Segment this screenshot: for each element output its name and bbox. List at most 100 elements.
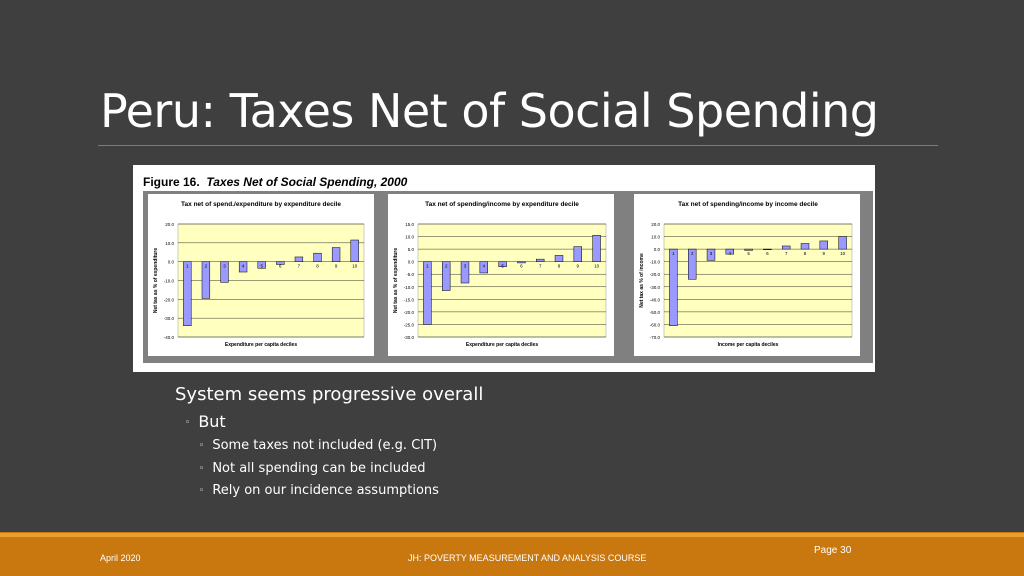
y-tick-label: 0.0 [654,247,661,252]
footer-date: April 2020 [100,553,141,563]
x-tick-label: 3 [223,264,226,269]
y-tick-label: -40.0 [164,335,175,340]
bar [592,235,601,262]
y-tick-label: -30.0 [650,285,661,290]
bar [744,248,753,251]
bar [517,261,526,264]
y-tick-label: -50.0 [650,310,661,315]
y-tick-label: -5.0 [406,272,414,277]
x-tick-label: 2 [205,264,208,269]
bullet-level3-item: ◦ Rely on our incidence assumptions [199,483,439,498]
y-tick-label: 5.0 [408,247,415,252]
bullet-list: System seems progressive overall ◦ But ◦ S… [175,384,483,498]
chart-title: Tax net of spending/income by income dec… [678,201,818,208]
y-axis-label: Net tax as % of expenditure [153,248,159,314]
bar [238,261,248,273]
bar [350,239,359,262]
chart-title: Tax net of spending/income by expenditur… [425,201,579,208]
y-tick-label: -10.0 [404,285,415,290]
x-tick-label: 2 [445,264,448,269]
x-tick-label: 4 [729,251,732,256]
bullet-marker-icon: ◦ [185,417,191,428]
x-tick-label: 4 [483,264,486,269]
x-tick-label: 1 [426,264,429,269]
y-tick-label: 10.0 [651,235,660,240]
x-tick-label: 1 [186,264,189,269]
chart-1: Tax net of spend./expenditure by expendi… [153,201,365,348]
chart-2: Tax net of spending/income by expenditur… [393,201,607,348]
chart-panel-1: Tax net of spend./expenditure by expendi… [148,194,374,356]
x-tick-label: 1 [672,251,675,256]
bar [554,255,564,262]
x-axis-label: Income per capita deciles [718,342,779,348]
y-tick-label: -20.0 [650,272,661,277]
footer-bar [0,532,1024,576]
y-tick-label: -10.0 [650,260,661,265]
x-tick-label: 6 [279,264,282,269]
bar [819,240,828,250]
x-tick-label: 10 [594,264,600,269]
y-axis-label: Net tax as % of expenditure [393,248,399,314]
y-tick-label: -10.0 [164,279,175,284]
bullet-level3-text: Some taxes not included (e.g. CIT) [212,438,438,453]
x-tick-label: 6 [520,264,523,269]
x-tick-label: 7 [539,264,542,269]
bar [536,258,545,262]
x-tick-label: 7 [785,251,788,256]
x-tick-label: 6 [766,251,769,256]
y-tick-label: -60.0 [650,322,661,327]
figure-caption: Figure 16. Taxes Net of Social Spending,… [143,175,407,189]
x-tick-label: 2 [691,251,694,256]
bar [706,248,716,261]
x-tick-label: 7 [298,264,301,269]
y-tick-label: 0.0 [408,260,415,265]
x-tick-label: 5 [747,251,750,256]
bar [201,261,211,299]
bullet-marker-icon: ◦ [199,440,205,451]
x-tick-label: 5 [260,264,263,269]
bar [183,261,192,326]
bar [460,261,470,284]
y-tick-label: 20.0 [651,222,660,227]
bar [669,248,678,326]
page-number: Page 30 [814,545,852,556]
y-tick-label: 20.0 [165,222,174,227]
x-tick-label: 9 [335,264,338,269]
x-tick-label: 4 [242,264,245,269]
bar [331,247,341,262]
y-tick-label: 15.0 [405,222,414,227]
footer-course: JH: POVERTY MEASUREMENT AND ANALYSIS COU… [408,553,647,563]
figure-caption-prefix: Figure 16. [143,175,200,189]
bar [220,261,229,283]
x-tick-label: 3 [464,264,467,269]
bar [423,261,432,325]
y-tick-label: -30.0 [164,316,175,321]
bar [276,261,285,265]
footer-accent-line [0,533,1024,537]
bullet-level3-item: ◦ Not all spending can be included [199,461,426,476]
bar [479,261,488,274]
bullet-marker-icon: ◦ [199,485,205,496]
x-axis-label: Expenditure per capita deciles [466,342,538,348]
x-axis-label: Expenditure per capita deciles [225,342,297,348]
bar [725,248,734,255]
x-tick-label: 8 [316,264,319,269]
y-tick-label: 10.0 [405,235,414,240]
bullet-marker-icon: ◦ [199,463,205,474]
bullet-level3-item: ◦ Some taxes not included (e.g. CIT) [199,438,437,453]
y-axis-label: Net tax as % of income [639,253,645,308]
x-tick-label: 10 [352,264,358,269]
bar [782,245,791,250]
y-tick-label: -25.0 [404,322,415,327]
bullet-level2-text: But [198,412,226,431]
x-tick-label: 10 [840,251,846,256]
y-tick-label: -20.0 [404,310,415,315]
y-tick-label: -20.0 [164,297,175,302]
bar [800,243,810,250]
slide-title: Peru: Taxes Net of Social Spending [100,84,879,138]
y-tick-label: -70.0 [650,335,661,340]
bar [573,246,582,262]
bar [763,248,772,250]
y-tick-label: 10.0 [165,241,174,246]
chart-title: Tax net of spend./expenditure by expendi… [181,201,341,208]
